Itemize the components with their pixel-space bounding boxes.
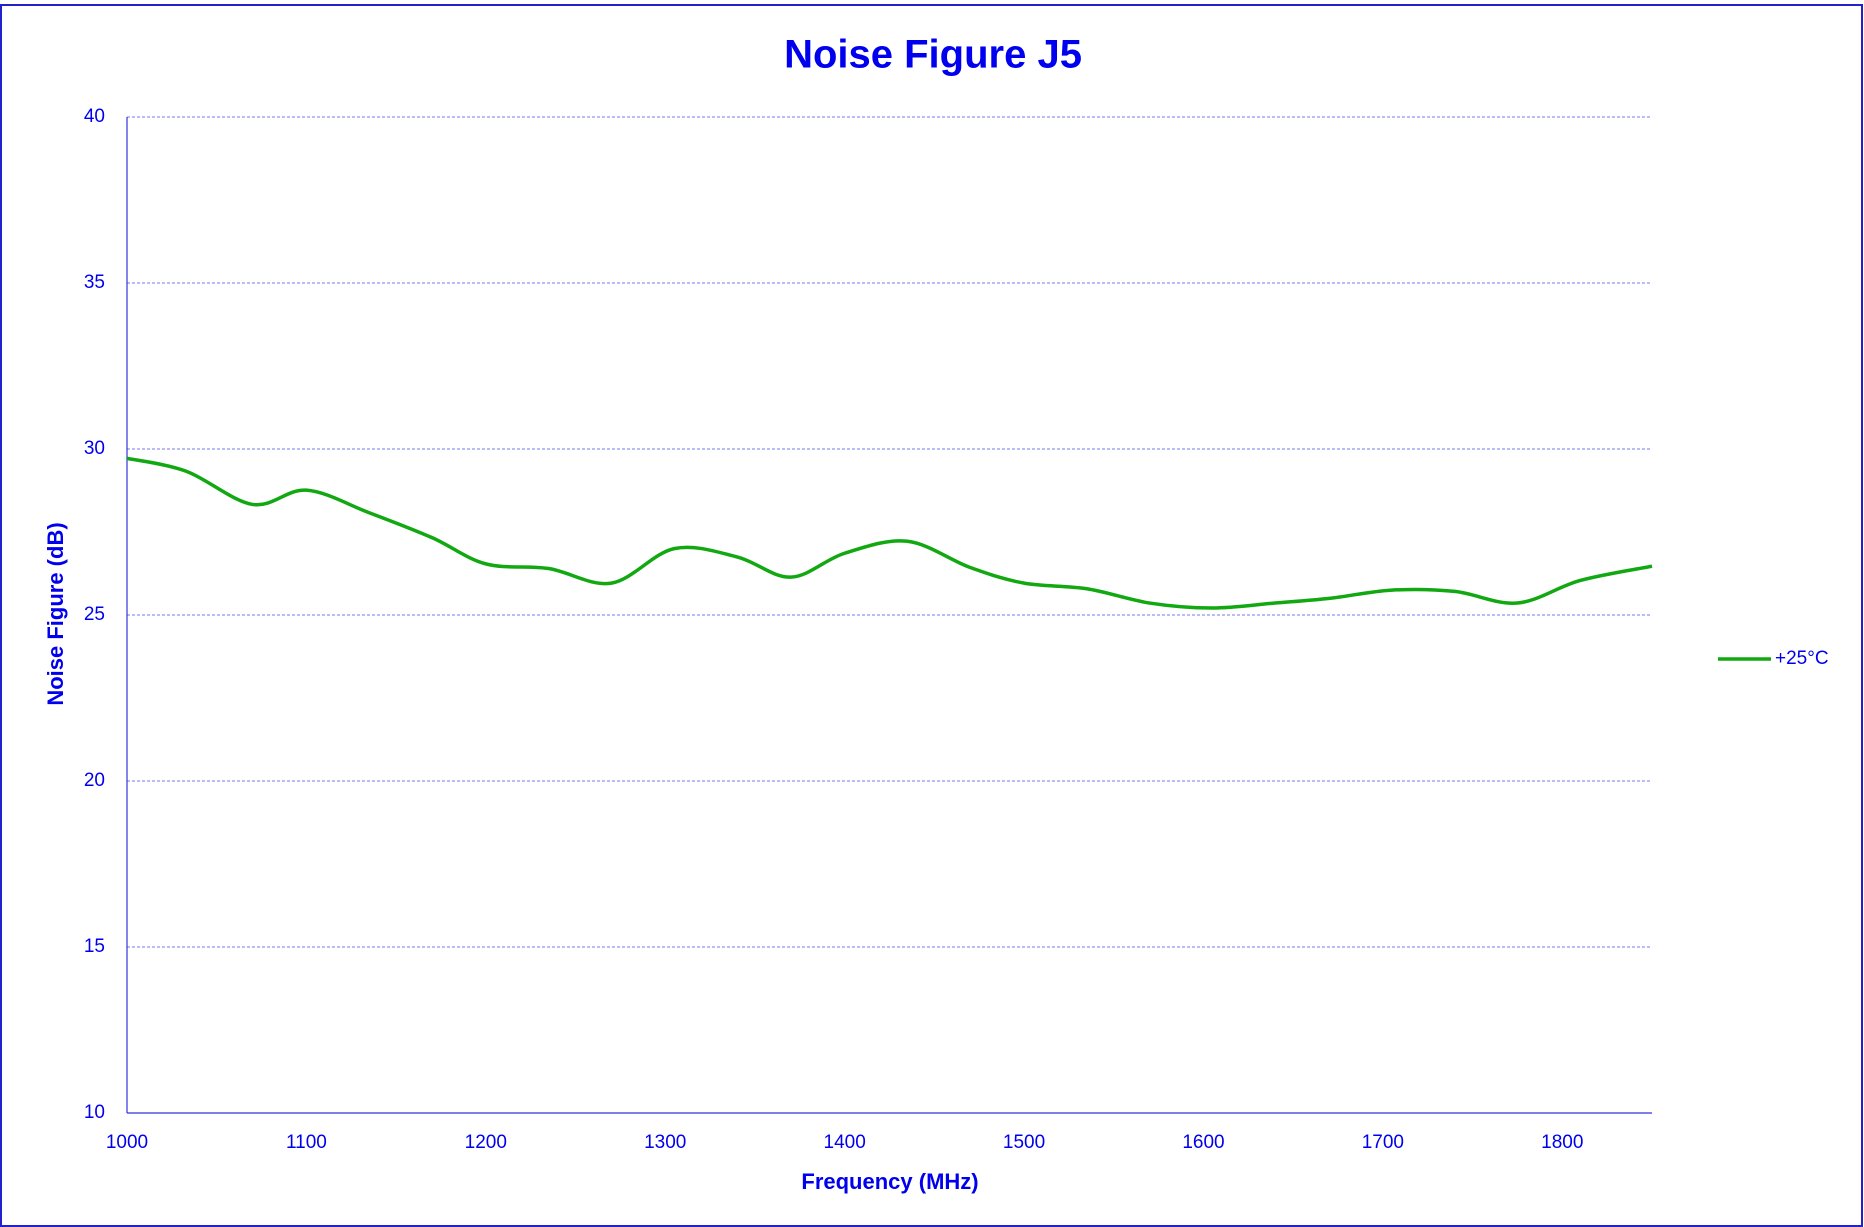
- y-tick-label: 10: [84, 1102, 105, 1123]
- x-tick-label: 1300: [644, 1132, 686, 1153]
- y-axis-label: Noise Figure (dB): [43, 522, 68, 705]
- chart-border: [0, 4, 1863, 1227]
- x-tick-label: 1100: [286, 1132, 327, 1153]
- x-tick-label: 1000: [106, 1132, 148, 1153]
- y-tick-label: 35: [84, 272, 105, 293]
- x-tick-label: 1600: [1182, 1132, 1224, 1153]
- legend-label: +25°C: [1775, 648, 1829, 669]
- x-axis-label: Frequency (MHz): [801, 1169, 978, 1194]
- y-tick-label: 20: [84, 770, 105, 791]
- chart-title: Noise Figure J5: [784, 33, 1082, 77]
- x-tick-label: 1200: [465, 1132, 507, 1153]
- x-tick-label: 1700: [1362, 1132, 1404, 1153]
- y-tick-label: 25: [84, 604, 105, 625]
- x-tick-label: 1800: [1541, 1132, 1583, 1153]
- y-tick-label: 30: [84, 438, 105, 459]
- y-tick-label: 40: [84, 106, 105, 127]
- y-tick-label: 15: [84, 936, 105, 957]
- x-tick-label: 1500: [1003, 1132, 1045, 1153]
- data-line: [126, 456, 1653, 610]
- x-tick-label: 1400: [824, 1132, 866, 1153]
